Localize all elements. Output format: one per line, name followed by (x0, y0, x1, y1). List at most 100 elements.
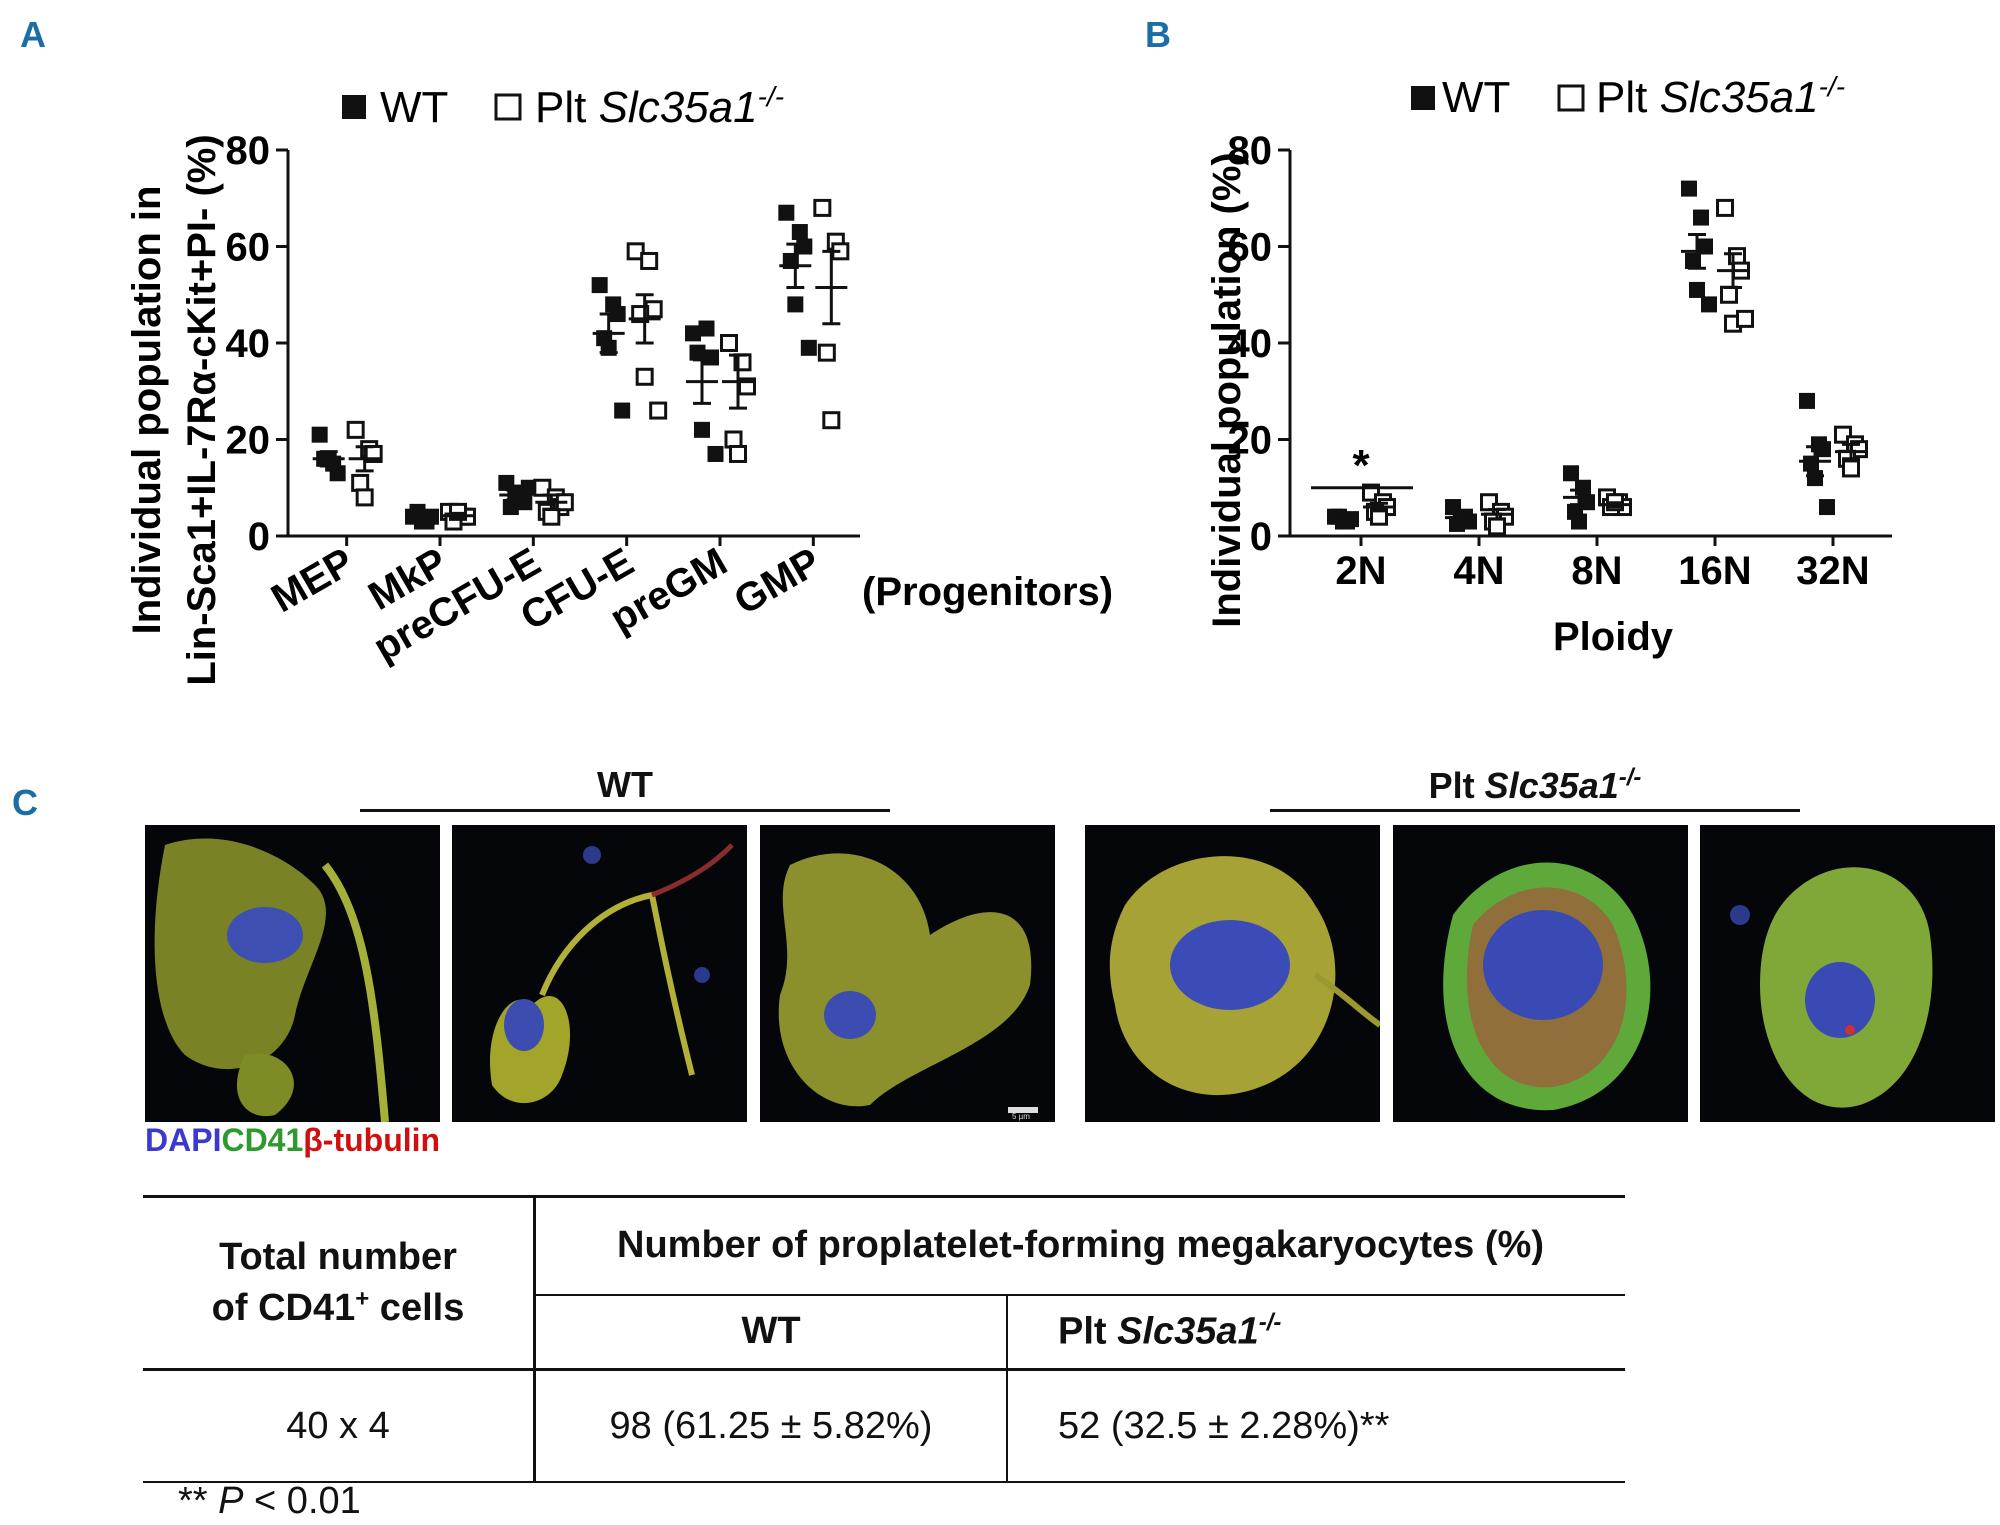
cell-ko: 52 (32.5 ± 2.28%)** (1058, 1404, 1390, 1447)
micrograph-wt-2 (452, 825, 747, 1122)
header-proplatelet-group: Number of proplatelet-forming megakaryoc… (534, 1196, 1625, 1296)
proplatelet-table: Total number of CD41+ cells Number of pr… (143, 1195, 1625, 1483)
micrograph-ko-3 (1700, 825, 1995, 1122)
wt-point (796, 238, 813, 255)
micrograph-ko-2 (1393, 825, 1688, 1122)
wt-point (1681, 180, 1697, 197)
ko-point (813, 198, 832, 217)
y-label-line1: Individual population in (125, 186, 169, 635)
wt-point (707, 445, 724, 462)
micrograph-wt-1 (145, 825, 440, 1122)
wt-point (1563, 465, 1579, 482)
x-tick-label: GMP (727, 540, 828, 624)
ko-point (355, 488, 374, 507)
significance-star: * (1352, 441, 1370, 490)
ko-point (729, 444, 747, 463)
legend-ko-marker (1557, 84, 1585, 112)
y-tick-label: 80 (226, 129, 271, 173)
legend-wt-marker (342, 95, 366, 119)
x-tick-label: 32N (1796, 549, 1869, 593)
wt-point (1693, 209, 1709, 226)
x-tick-label: 4N (1453, 549, 1504, 593)
wt-point (614, 402, 631, 419)
ko-point (635, 367, 654, 386)
panel-letter-a: A (20, 14, 46, 55)
footnote: ** P < 0.01 (178, 1480, 361, 1522)
scale-bar-label: 5 µm (1012, 1112, 1030, 1121)
ko-point (724, 430, 743, 449)
wt-point (1799, 392, 1815, 409)
wt-point (698, 320, 715, 337)
x-tick-label: 2N (1335, 549, 1386, 593)
y-axis-label: Individual population (%) (1205, 152, 1249, 628)
x-tick-label: MEP (264, 540, 361, 621)
legend-wt-label: WT (380, 83, 448, 132)
chart-a-legend: WT Plt Slc35a1-/- (342, 81, 784, 132)
stain-legend: DAPICD41β-tubulin (145, 1122, 441, 1158)
micrograph-group-wt-line (360, 809, 890, 812)
micrograph-wt-3: 5 µm (760, 825, 1055, 1122)
y-tick-label: 20 (1228, 419, 1273, 463)
header-wt: WT (534, 1294, 1008, 1370)
cell-total: 40 x 4 (143, 1369, 536, 1482)
ko-point (640, 251, 659, 270)
panel-letter-b: B (1145, 14, 1171, 55)
micrograph-group-ko-line (1270, 809, 1800, 812)
y-tick-label: 0 (248, 515, 270, 559)
legend-wt-marker (1411, 86, 1435, 110)
ko-point (346, 420, 365, 439)
y-label-line2: Lin-Sca1+IL-7Rα-cKit+PI- (%) (180, 134, 224, 685)
micrograph-group-wt-label: WT (597, 764, 653, 805)
ko-point (626, 242, 645, 261)
y-tick-label: 60 (1228, 226, 1273, 270)
wt-point (694, 421, 710, 438)
ko-point (649, 401, 668, 420)
legend-ko-marker (494, 93, 522, 121)
header-total-number: Total number of CD41+ cells (143, 1196, 536, 1371)
ko-point (1736, 309, 1754, 328)
panel-letter-c: C (12, 782, 38, 823)
micrograph-group-ko-label: Plt Slc35a1-/- (1428, 764, 1642, 806)
header-ko: Plt Slc35a1-/- (1058, 1309, 1282, 1354)
ko-point (720, 334, 738, 352)
y-tick-label: 80 (1228, 129, 1273, 173)
legend-ko-label: Plt Slc35a1-/- (1596, 71, 1845, 122)
wt-point (778, 204, 795, 221)
ko-point (1842, 459, 1860, 478)
wt-point (311, 426, 328, 443)
chart-b-ploidy: WT Plt Slc35a1-/- Individual population … (1205, 71, 1892, 659)
wt-point (1819, 499, 1835, 516)
wt-point (1571, 513, 1587, 530)
y-tick-label: 0 (1250, 515, 1272, 559)
ko-point (1716, 198, 1734, 217)
ko-point (822, 411, 841, 430)
wt-point (591, 277, 608, 294)
y-tick-label: 40 (1228, 322, 1273, 366)
wt-point (703, 349, 719, 366)
y-tick-label: 60 (226, 226, 271, 270)
wt-point (1701, 296, 1717, 313)
x-axis-label: (Progenitors) (862, 570, 1113, 614)
x-tick-label: 16N (1678, 549, 1751, 593)
ko-point (542, 507, 561, 526)
ko-point (817, 343, 836, 362)
wt-point (689, 344, 706, 361)
ko-point (1488, 517, 1506, 536)
wt-point (787, 296, 804, 313)
chart-a-y-axis-label: Individual population in Lin-Sca1+IL-7Rα… (125, 134, 224, 685)
legend-ko-label: Plt Slc35a1-/- (535, 81, 784, 132)
x-axis-label: Ploidy (1553, 615, 1674, 659)
wt-point (498, 474, 515, 491)
chart-b-legend: WT Plt Slc35a1-/- (1411, 71, 1845, 122)
wt-point (329, 465, 346, 482)
micrograph-ko-1 (1085, 825, 1380, 1122)
cell-wt: 98 (61.25 ± 5.82%) (534, 1369, 1008, 1482)
y-tick-label: 20 (226, 419, 271, 463)
wt-point (1689, 281, 1705, 298)
x-tick-label: 8N (1571, 549, 1622, 593)
chart-a-progenitors: WT Plt Slc35a1-/- Individual population … (125, 81, 1113, 686)
ko-point (1720, 285, 1738, 304)
ko-point (351, 473, 370, 492)
wt-point (685, 325, 701, 342)
wt-point (791, 224, 808, 241)
